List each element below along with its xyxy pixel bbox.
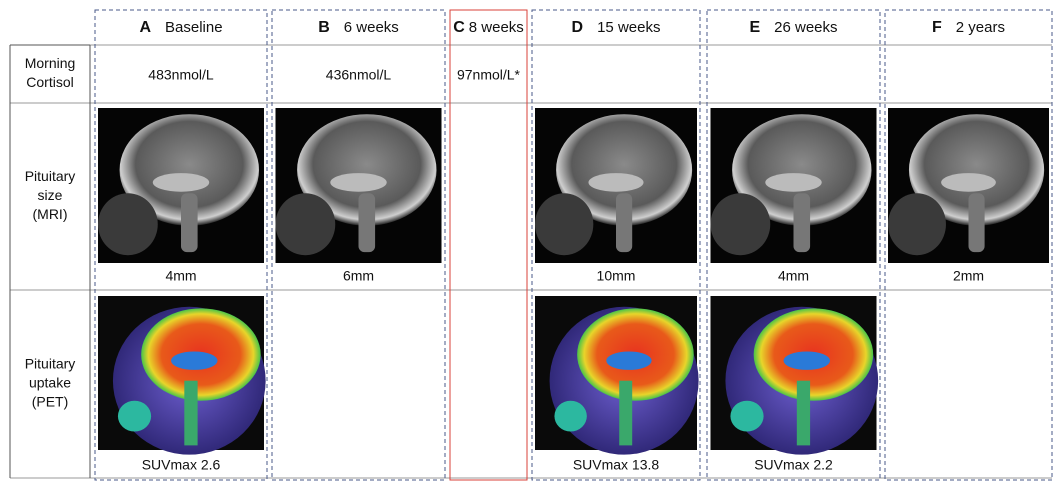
mri-image	[535, 108, 697, 263]
row-label: uptake	[29, 375, 71, 391]
corpus	[588, 173, 643, 192]
column-letter: F	[932, 19, 942, 36]
brainstem	[181, 193, 198, 252]
brainstem	[969, 193, 985, 252]
corpus	[765, 173, 821, 192]
row-label: (MRI)	[33, 206, 68, 222]
column-label: 15 weeks	[597, 19, 660, 36]
face	[535, 193, 593, 255]
mri-image	[98, 108, 264, 263]
column-label: Baseline	[165, 19, 223, 36]
pet-ventricle	[606, 351, 651, 369]
column-letter: E	[749, 19, 760, 36]
column-label: 8 weeks	[469, 19, 524, 36]
cortisol-value: 436nmol/L	[326, 67, 392, 83]
row-label: Cortisol	[26, 74, 73, 90]
column-letter: D	[572, 19, 584, 36]
size-caption: 4mm	[778, 268, 809, 284]
pet-jaw	[118, 401, 151, 432]
row-label: Morning	[25, 55, 76, 71]
pet-image	[535, 296, 699, 455]
brainstem	[616, 193, 632, 252]
column-header: F 2 years	[932, 19, 1005, 36]
column-label: 2 years	[956, 19, 1005, 36]
cortisol-value: 483nmol/L	[148, 67, 214, 83]
row-label: size	[38, 187, 63, 203]
suv-caption: SUVmax 2.6	[142, 457, 221, 473]
pet-stem	[184, 381, 197, 446]
row-label: Pituitary	[25, 356, 76, 372]
column-header: A Baseline	[139, 19, 222, 36]
pet-stem	[797, 381, 810, 446]
column-letter: B	[318, 19, 330, 36]
corpus	[330, 173, 386, 192]
size-caption: 2mm	[953, 268, 984, 284]
row-label: Pituitary	[25, 168, 76, 184]
row-label: (PET)	[32, 394, 69, 410]
brainstem	[794, 193, 811, 252]
figure: A Baseline B 6 weeks C8 weeks D 15 weeks E 26 we…	[0, 0, 1053, 484]
brainstem	[359, 193, 376, 252]
corpus	[153, 173, 209, 192]
suv-caption: SUVmax 13.8	[573, 457, 660, 473]
column-header: D 15 weeks	[572, 19, 661, 36]
face	[98, 193, 158, 255]
corpus	[941, 173, 996, 192]
column-header: B 6 weeks	[318, 19, 399, 36]
column-header: E 26 weeks	[749, 19, 837, 36]
column-label: 6 weeks	[344, 19, 399, 36]
pet-jaw	[554, 401, 586, 432]
face	[711, 193, 771, 255]
mri-image	[276, 108, 442, 263]
column-label: 26 weeks	[774, 19, 837, 36]
face	[888, 193, 946, 255]
cortisol-value: 97nmol/L*	[457, 67, 521, 83]
mri-image	[711, 108, 877, 263]
pet-image	[98, 296, 266, 455]
pet-ventricle	[171, 351, 217, 369]
pet-image	[711, 296, 879, 455]
suv-caption: SUVmax 2.2	[754, 457, 833, 473]
column-letter: A	[139, 19, 151, 36]
size-caption: 10mm	[597, 268, 636, 284]
pet-jaw	[730, 401, 763, 432]
pet-ventricle	[784, 351, 830, 369]
mri-image	[888, 108, 1049, 263]
size-caption: 6mm	[343, 268, 374, 284]
face	[276, 193, 336, 255]
pet-stem	[619, 381, 632, 446]
size-caption: 4mm	[165, 268, 196, 284]
column-letter: C	[453, 19, 465, 36]
